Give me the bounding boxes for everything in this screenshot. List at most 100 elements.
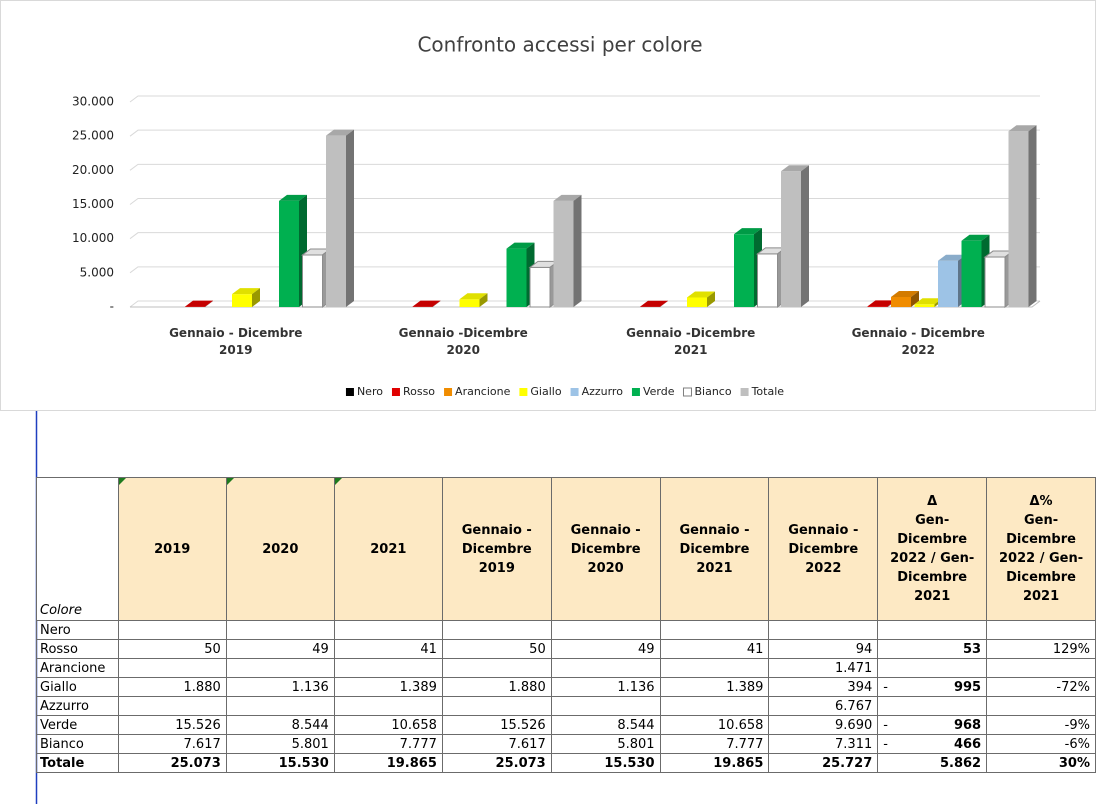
cell: 50 bbox=[117, 639, 227, 659]
cell: 25.073 bbox=[441, 753, 552, 773]
legend-swatch bbox=[631, 388, 640, 396]
cell bbox=[441, 696, 552, 716]
cell bbox=[441, 620, 552, 640]
cell-sign: - bbox=[883, 736, 888, 752]
cell bbox=[117, 658, 227, 678]
cell bbox=[877, 658, 988, 678]
header-cell: Colore bbox=[36, 477, 119, 621]
cell bbox=[550, 696, 661, 716]
bar-top bbox=[412, 300, 441, 307]
cell: 19.865 bbox=[333, 753, 443, 773]
legend-label: Totale bbox=[751, 385, 785, 398]
row-label: Arancione bbox=[36, 658, 119, 678]
y-tick-label: 20.000 bbox=[72, 163, 114, 177]
cell: 5.801 bbox=[225, 734, 335, 754]
cell: 8.544 bbox=[225, 715, 335, 735]
cell: -9% bbox=[986, 715, 1096, 735]
cell bbox=[986, 696, 1096, 716]
bar-top bbox=[867, 300, 896, 307]
cell: 129% bbox=[986, 639, 1096, 659]
cell bbox=[986, 658, 1096, 678]
bar bbox=[984, 256, 1006, 308]
legend-label: Giallo bbox=[530, 385, 561, 398]
legend-swatch bbox=[345, 388, 354, 396]
legend-label: Azzurro bbox=[582, 385, 624, 398]
cell: 10.658 bbox=[333, 715, 443, 735]
legend-swatch bbox=[682, 387, 692, 397]
bar-side bbox=[1028, 125, 1037, 308]
bar-top bbox=[459, 293, 488, 300]
legend-swatch bbox=[740, 388, 749, 396]
cell: - 995 bbox=[877, 677, 988, 697]
cell: 1.389 bbox=[333, 677, 443, 697]
cell bbox=[333, 696, 443, 716]
header-cell: Δ% Gen- Dicembre 2022 / Gen- Dicembre 20… bbox=[986, 477, 1096, 621]
bar-side bbox=[660, 300, 668, 307]
cell: 9.690 bbox=[768, 715, 879, 735]
cell: 1.471 bbox=[768, 658, 879, 678]
cell bbox=[986, 620, 1096, 640]
header-row: Colore 2019 2020 2021 Gennaio - Dicembre 201… bbox=[36, 477, 1096, 621]
bar bbox=[938, 260, 958, 307]
cell: 7.777 bbox=[333, 734, 443, 754]
bar-top bbox=[185, 300, 213, 307]
cell: 50 bbox=[441, 639, 552, 659]
cell bbox=[225, 620, 335, 640]
cell: 1.389 bbox=[659, 677, 770, 697]
bar bbox=[687, 297, 707, 307]
header-cell: Gennaio - Dicembre 2022 bbox=[768, 477, 879, 621]
bar bbox=[914, 304, 935, 307]
bar bbox=[459, 299, 480, 307]
row-label: Rosso bbox=[36, 639, 119, 659]
cell: 94 bbox=[768, 639, 879, 659]
cell: 10.658 bbox=[659, 715, 770, 735]
bar-top bbox=[781, 165, 809, 172]
cell: 15.530 bbox=[550, 753, 661, 773]
cell: 25.727 bbox=[768, 753, 879, 773]
cell: - 968 bbox=[877, 715, 988, 735]
bar bbox=[326, 135, 346, 307]
cell: -72% bbox=[986, 677, 1096, 697]
cell: 25.073 bbox=[117, 753, 227, 773]
table-row: Rosso 50 49 41 50 49 41 94 53 129% bbox=[36, 639, 1096, 659]
bar bbox=[506, 248, 527, 307]
bar bbox=[891, 296, 911, 307]
bar-top bbox=[687, 291, 715, 298]
legend-swatch bbox=[391, 388, 400, 396]
cell: 49 bbox=[550, 639, 661, 659]
cell: 30% bbox=[986, 753, 1096, 773]
cell bbox=[225, 658, 335, 678]
cell: 19.865 bbox=[659, 753, 770, 773]
bar-side bbox=[252, 288, 260, 307]
data-table: Colore 2019 2020 2021 Gennaio - Dicembre 201… bbox=[36, 477, 1096, 773]
cell bbox=[117, 696, 227, 716]
bar bbox=[302, 254, 323, 308]
x-tick-label: Gennaio - Dicembre 2022 bbox=[851, 326, 985, 357]
cell bbox=[877, 620, 988, 640]
bar-top bbox=[914, 298, 943, 305]
bar bbox=[867, 306, 888, 307]
cell: 53 bbox=[877, 639, 988, 659]
y-tick-label: 25.000 bbox=[72, 129, 114, 143]
cell-sign: - bbox=[883, 679, 888, 695]
row-label: Giallo bbox=[36, 677, 119, 697]
table-row: Verde 15.526 8.544 10.658 15.526 8.544 10.658 9… bbox=[36, 715, 1096, 735]
cell bbox=[225, 696, 335, 716]
bar-top bbox=[891, 290, 919, 297]
cell: 7.311 bbox=[768, 734, 879, 754]
cell bbox=[441, 658, 552, 678]
cell bbox=[659, 620, 770, 640]
table-row: Nero bbox=[36, 620, 1096, 640]
bar-side bbox=[205, 300, 213, 307]
y-tick-label: - bbox=[110, 300, 114, 314]
cell-value: 968 bbox=[953, 717, 982, 733]
row-label: Verde bbox=[36, 715, 119, 735]
cell: 5.862 bbox=[877, 753, 988, 773]
bar-top bbox=[279, 194, 307, 201]
legend-label: Nero bbox=[357, 385, 383, 398]
table-row: Totale 25.073 15.530 19.865 25.073 15.530 19.8… bbox=[36, 753, 1096, 773]
row-label: Nero bbox=[36, 620, 119, 640]
header-cell: Gennaio - Dicembre 2019 bbox=[441, 477, 552, 621]
cell bbox=[768, 620, 879, 640]
